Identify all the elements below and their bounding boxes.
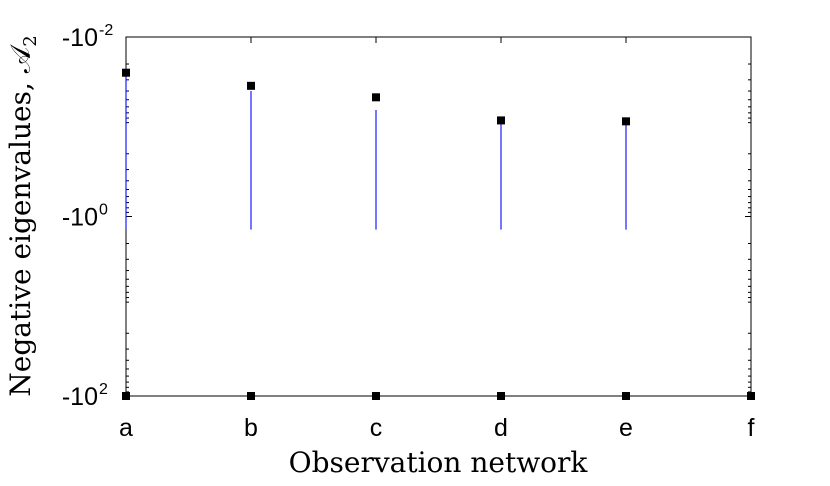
x-tick-label: e <box>619 414 633 442</box>
y-axis-title: Negative eigenvalues, 𝒜2 <box>4 35 41 396</box>
y-axis-title-subscript: 2 <box>20 35 41 46</box>
x-tick-label: d <box>494 414 508 442</box>
min-eigenvalue-marker <box>372 392 380 400</box>
y-tick-label: -10 <box>62 204 98 232</box>
max-eigenvalue-marker <box>622 117 630 126</box>
y-axis-ticks: -10 -2-10 0-10 2 <box>62 22 751 411</box>
y-tick-label-exponent: -2 <box>99 22 113 39</box>
max-eigenvalue-marker <box>122 68 130 77</box>
min-eigenvalue-marker <box>247 392 255 400</box>
max-eigenvalue-marker <box>372 93 380 102</box>
x-tick-label: a <box>119 414 133 442</box>
min-eigenvalue-marker <box>622 392 630 400</box>
y-tick-label-exponent: 0 <box>99 202 108 219</box>
x-tick-label: c <box>370 414 383 442</box>
y-tick-label: -10 <box>62 24 98 52</box>
y-tick-label: -10 <box>62 383 98 411</box>
x-tick-label: b <box>244 414 258 442</box>
y-axis-title-main: Negative eigenvalues, 𝒜 <box>4 43 37 396</box>
eigenvalue-markers <box>122 68 755 400</box>
x-axis-ticks: a b c d e f <box>119 37 755 442</box>
x-axis-title: Observation network <box>289 446 589 479</box>
min-eigenvalue-marker <box>497 392 505 400</box>
max-eigenvalue-marker <box>247 81 255 90</box>
y-axis-title-group: Negative eigenvalues, 𝒜2 <box>4 35 41 396</box>
plot-area <box>125 36 752 397</box>
max-eigenvalue-marker <box>497 116 505 125</box>
eigenvalue-lines <box>125 72 627 230</box>
minor-ticks <box>126 63 751 393</box>
min-eigenvalue-marker <box>747 392 755 400</box>
x-tick-label: f <box>748 414 755 442</box>
y-tick-label-exponent: 2 <box>99 381 108 398</box>
min-eigenvalue-marker <box>122 392 130 400</box>
